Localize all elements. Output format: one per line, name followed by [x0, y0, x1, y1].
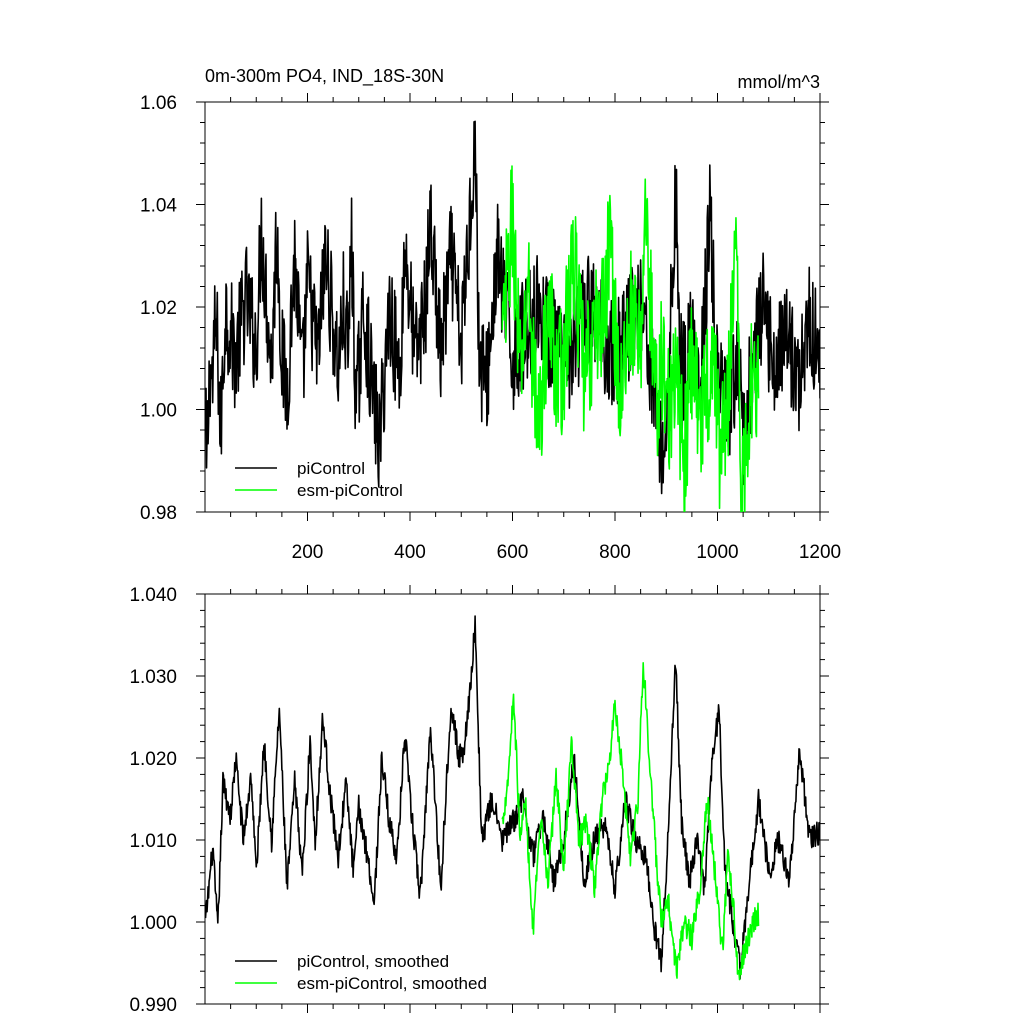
legend-label: piControl, smoothed — [297, 952, 449, 971]
legend-label: piControl — [297, 459, 365, 478]
series-line-picontrol-smoothed — [205, 615, 820, 980]
x-tick-label: 1000 — [696, 542, 738, 563]
y-tick-label: 1.040 — [129, 585, 177, 606]
units-label: mmol/m^3 — [738, 72, 820, 92]
x-tick-label: 1200 — [799, 542, 841, 563]
y-tick-label: 1.030 — [129, 667, 177, 688]
y-tick-label: 0.990 — [129, 995, 177, 1016]
y-tick-label: 1.04 — [140, 196, 177, 217]
y-tick-label: 1.000 — [129, 913, 177, 934]
top-panel: 0m-300m PO4, IND_18S-30N mmol/m^3 0.98 1.… — [140, 66, 841, 563]
y-tick-label: 1.02 — [140, 298, 177, 319]
bottom-panel: 0.990 1.000 1.010 1.020 1.030 1.040 piControl,… — [129, 585, 829, 1016]
x-tick-label: 600 — [497, 542, 529, 563]
legend-label: esm-piControl — [297, 481, 403, 500]
y-tick-label: 1.06 — [140, 93, 177, 114]
chart-title: 0m-300m PO4, IND_18S-30N — [205, 66, 444, 87]
y-tick-label: 1.010 — [129, 831, 177, 852]
x-tick-label: 200 — [292, 542, 324, 563]
x-tick-label: 800 — [599, 542, 631, 563]
legend-label: esm-piControl, smoothed — [297, 974, 487, 993]
x-tick-label: 400 — [394, 542, 426, 563]
y-tick-label: 1.020 — [129, 749, 177, 770]
y-tick-label: 0.98 — [140, 503, 177, 524]
series-line-esm-picontrol-smoothed — [501, 662, 760, 981]
series-line-picontrol — [205, 120, 820, 495]
series-line-esm-picontrol — [501, 165, 760, 512]
y-tick-label: 1.00 — [140, 401, 177, 422]
